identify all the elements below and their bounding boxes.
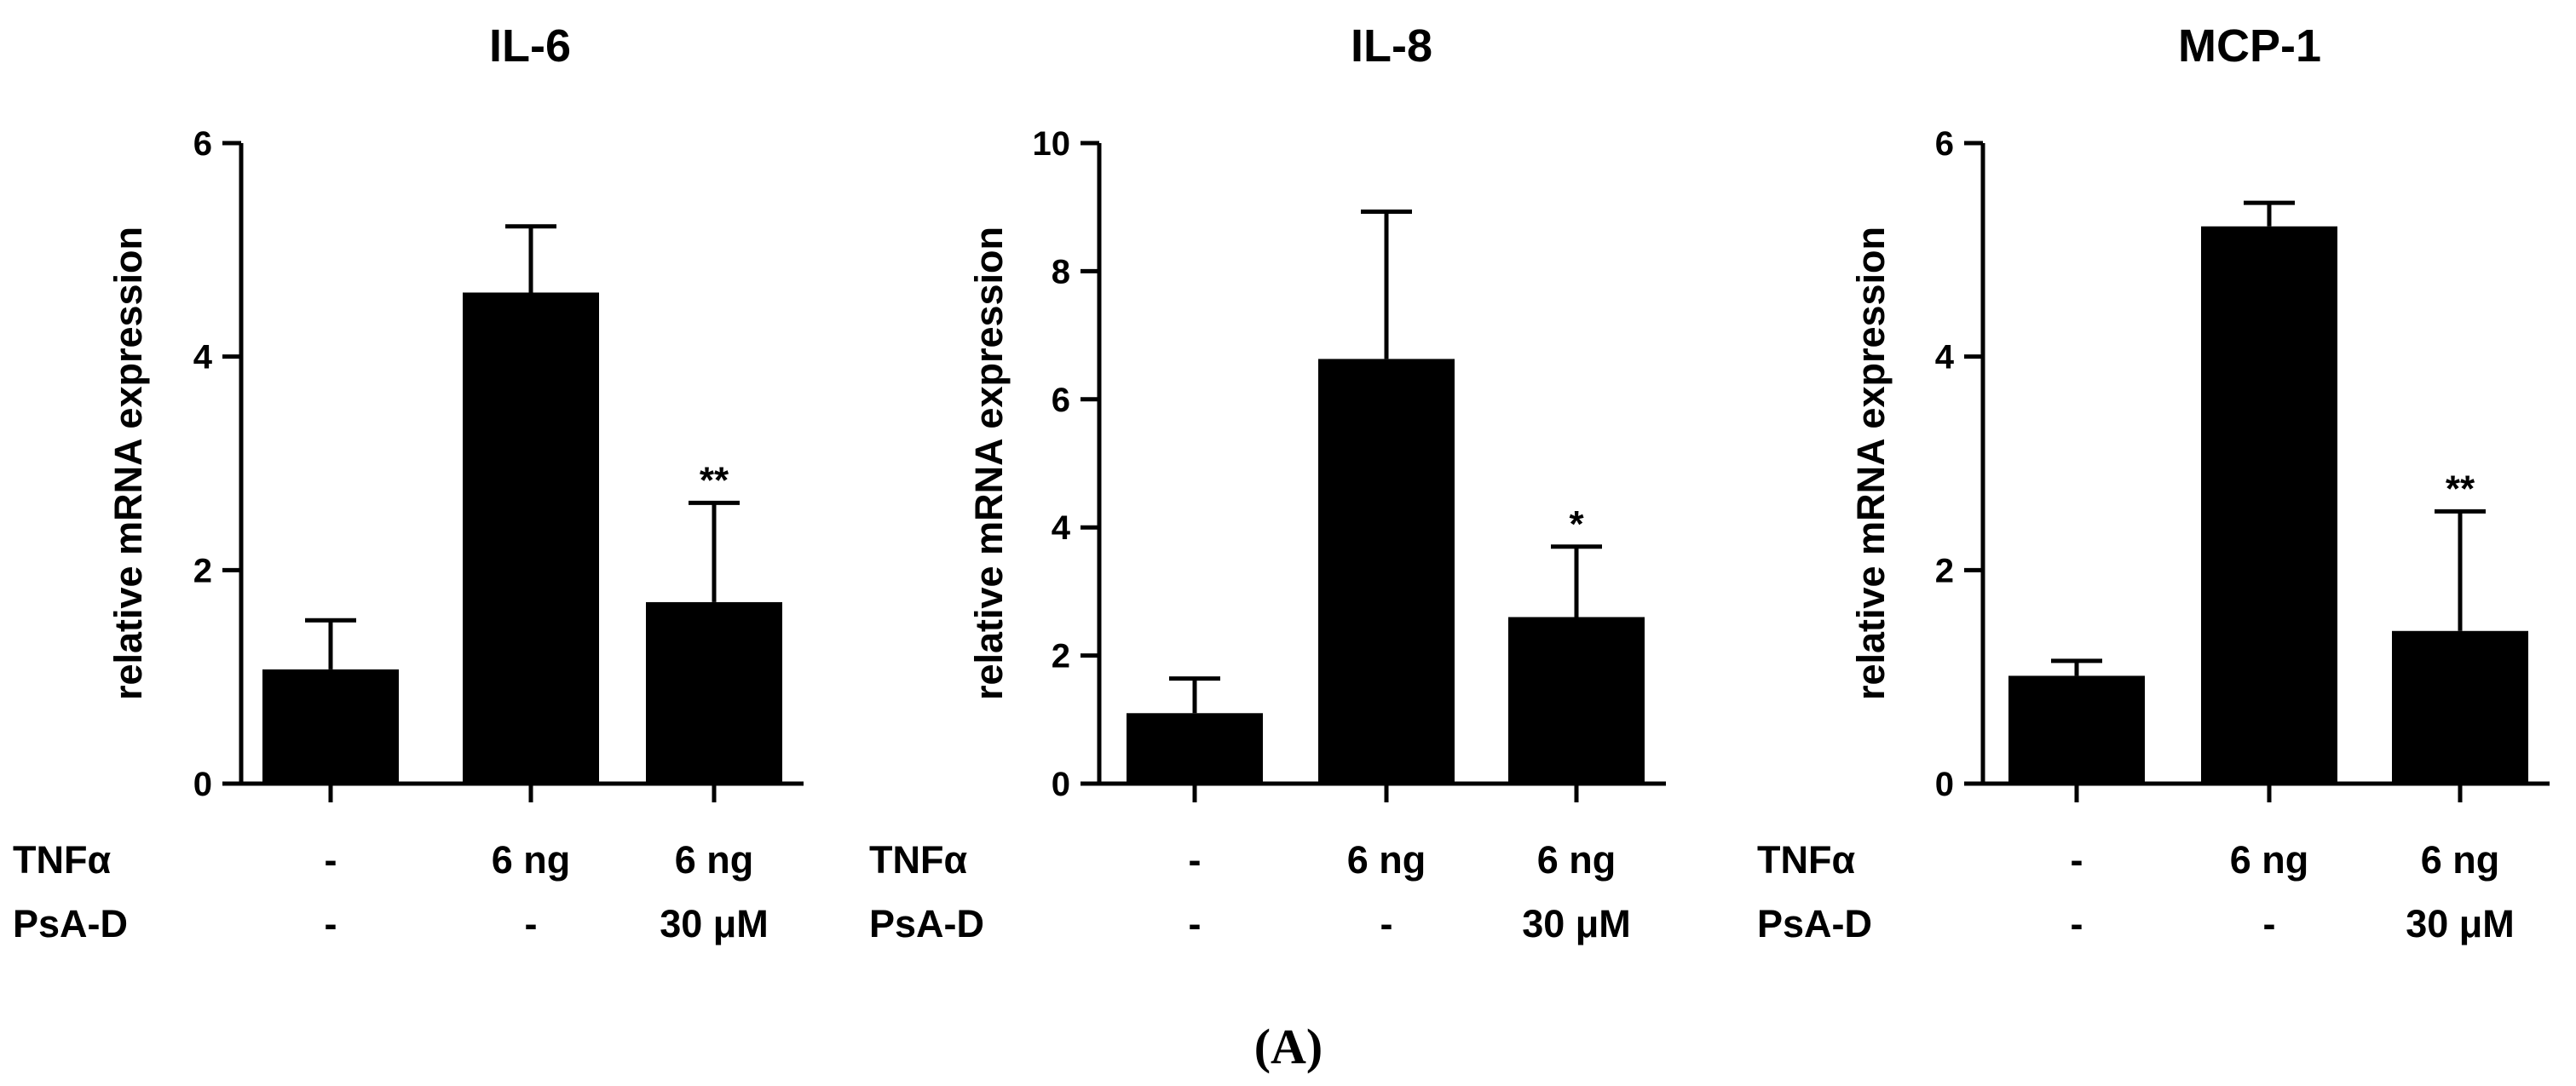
- chart-title: IL-6: [489, 20, 571, 72]
- condition-label: PsA-D: [13, 902, 128, 945]
- y-axis-label: relative mRNA expression: [967, 227, 1011, 700]
- condition-value: -: [1380, 902, 1393, 945]
- chart-title: IL-8: [1351, 20, 1432, 72]
- condition-value: 30 μM: [2406, 902, 2515, 945]
- bar: [463, 292, 599, 784]
- condition-label: PsA-D: [869, 902, 984, 945]
- y-tick-label: 6: [1935, 125, 1954, 163]
- condition-value: 6 ng: [2230, 838, 2309, 882]
- bar: [2201, 226, 2337, 784]
- y-tick-label: 6: [193, 125, 212, 163]
- y-axis-label: relative mRNA expression: [1849, 227, 1893, 700]
- bar: [2392, 630, 2528, 784]
- condition-value: -: [2071, 902, 2083, 945]
- y-tick-label: 10: [1033, 125, 1071, 163]
- y-tick-label: 4: [193, 339, 213, 376]
- chart-panel-1: IL-6 relative mRNA expression 0 2 4 6 ** TNFα - 6…: [13, 20, 804, 945]
- chart-title: MCP-1: [2178, 20, 2321, 72]
- condition-value: 6 ng: [1537, 838, 1616, 882]
- condition-value: -: [1189, 902, 1202, 945]
- y-tick-label: 0: [1052, 766, 1070, 803]
- condition-value: -: [2263, 902, 2276, 945]
- bar: [2008, 675, 2145, 784]
- y-axis-label: relative mRNA expression: [107, 227, 150, 700]
- significance-marker: **: [700, 459, 729, 501]
- condition-label: TNFα: [1757, 838, 1855, 882]
- y-tick-label: 8: [1052, 253, 1070, 290]
- bar: [262, 669, 399, 784]
- y-tick-label: 0: [193, 766, 212, 803]
- chart-panel-2: IL-8 relative mRNA expression 0 2 4 6 8 10 * TNFα…: [869, 20, 1666, 945]
- condition-value: -: [2071, 838, 2083, 882]
- condition-label: PsA-D: [1757, 902, 1872, 945]
- significance-marker: *: [1569, 503, 1584, 545]
- figure-label: (A): [1254, 1019, 1323, 1074]
- bar: [1127, 713, 1263, 784]
- y-tick-label: 0: [1935, 766, 1954, 803]
- bar: [1318, 359, 1455, 784]
- condition-value: -: [525, 902, 538, 945]
- condition-value: 6 ng: [1347, 838, 1426, 882]
- condition-value: 30 μM: [660, 902, 769, 945]
- condition-value: 6 ng: [492, 838, 571, 882]
- bar: [646, 601, 782, 784]
- significance-marker: **: [2446, 468, 2475, 509]
- condition-value: 6 ng: [675, 838, 754, 882]
- condition-value: -: [1189, 838, 1202, 882]
- chart-panel-3: MCP-1 relative mRNA expression 0 2 4 6 ** TNFα -…: [1757, 20, 2550, 945]
- bar: [1508, 617, 1645, 784]
- y-tick-label: 6: [1052, 382, 1070, 419]
- y-tick-label: 2: [193, 552, 212, 589]
- condition-value: -: [325, 838, 337, 882]
- y-tick-label: 4: [1935, 339, 1955, 376]
- condition-value: 6 ng: [2421, 838, 2500, 882]
- condition-value: 30 μM: [1522, 902, 1631, 945]
- y-tick-label: 2: [1052, 638, 1070, 675]
- condition-label: TNFα: [869, 838, 967, 882]
- y-tick-label: 4: [1052, 509, 1071, 547]
- y-tick-label: 2: [1935, 552, 1954, 589]
- condition-label: TNFα: [13, 838, 111, 882]
- condition-value: -: [325, 902, 337, 945]
